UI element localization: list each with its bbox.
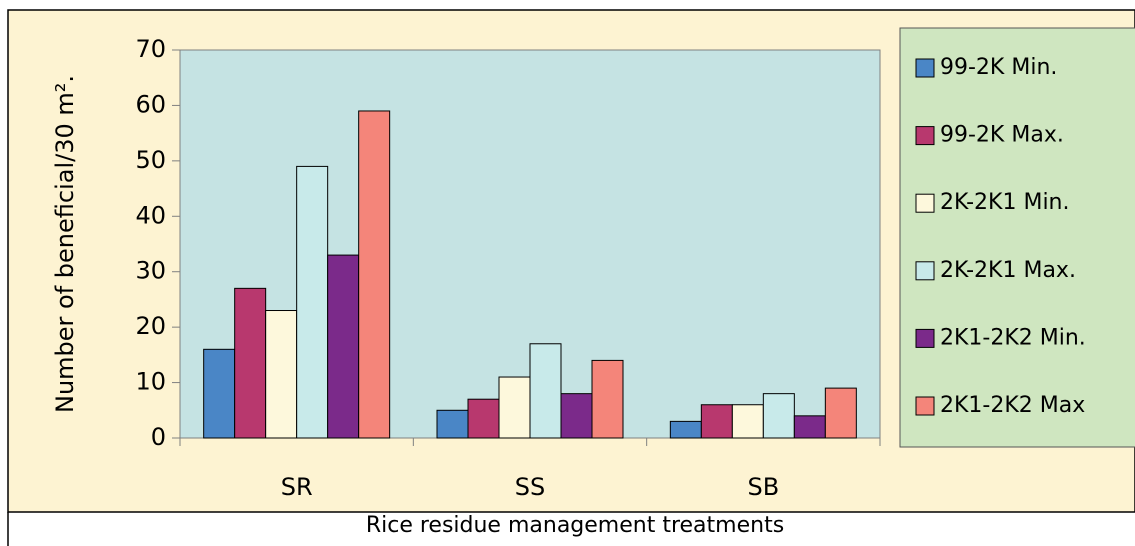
y-tick-label: 0 <box>151 423 166 451</box>
y-tick-label: 10 <box>135 368 166 396</box>
y-axis-label: Number of beneficial/30 m². <box>51 75 79 413</box>
y-tick-label: 70 <box>135 35 166 63</box>
legend-swatch <box>915 261 935 281</box>
bar <box>436 409 469 439</box>
legend-swatch <box>915 328 935 348</box>
bar <box>824 387 857 439</box>
bar <box>731 404 764 439</box>
bar <box>498 376 531 439</box>
bar <box>793 415 826 439</box>
legend-label: 2K1-2K2 Min. <box>940 325 1086 350</box>
x-tick-label: SB <box>747 473 779 501</box>
bar <box>700 404 733 439</box>
legend-label: 2K-2K1 Min. <box>940 190 1070 215</box>
bar <box>560 393 593 439</box>
bar <box>762 393 795 439</box>
y-tick-label: 50 <box>135 146 166 174</box>
bar <box>296 165 329 439</box>
x-tick-label: SS <box>515 473 545 501</box>
y-tick-label: 60 <box>135 90 166 118</box>
legend-swatch <box>915 193 935 213</box>
bar <box>327 254 360 439</box>
x-axis-label: Rice residue management treatments <box>366 513 784 538</box>
bar <box>203 348 236 439</box>
y-tick-label: 20 <box>135 312 166 340</box>
legend-label: 99-2K Min. <box>940 55 1057 80</box>
legend-label: 99-2K Max. <box>940 123 1064 148</box>
bar <box>669 420 702 439</box>
y-tick-label: 40 <box>135 201 166 229</box>
x-tick-label: SR <box>281 473 313 501</box>
legend-box <box>899 27 1135 448</box>
legend-swatch <box>915 126 935 146</box>
bar <box>358 110 391 439</box>
bar <box>591 359 624 439</box>
bar <box>529 343 562 439</box>
y-tick-label: 30 <box>135 257 166 285</box>
bar <box>234 287 267 439</box>
legend-swatch <box>915 58 935 78</box>
legend-label: 2K-2K1 Max. <box>940 258 1076 283</box>
legend-swatch <box>915 396 935 416</box>
bar <box>265 310 298 439</box>
bar <box>467 398 500 439</box>
legend-label: 2K1-2K2 Max <box>940 393 1085 418</box>
